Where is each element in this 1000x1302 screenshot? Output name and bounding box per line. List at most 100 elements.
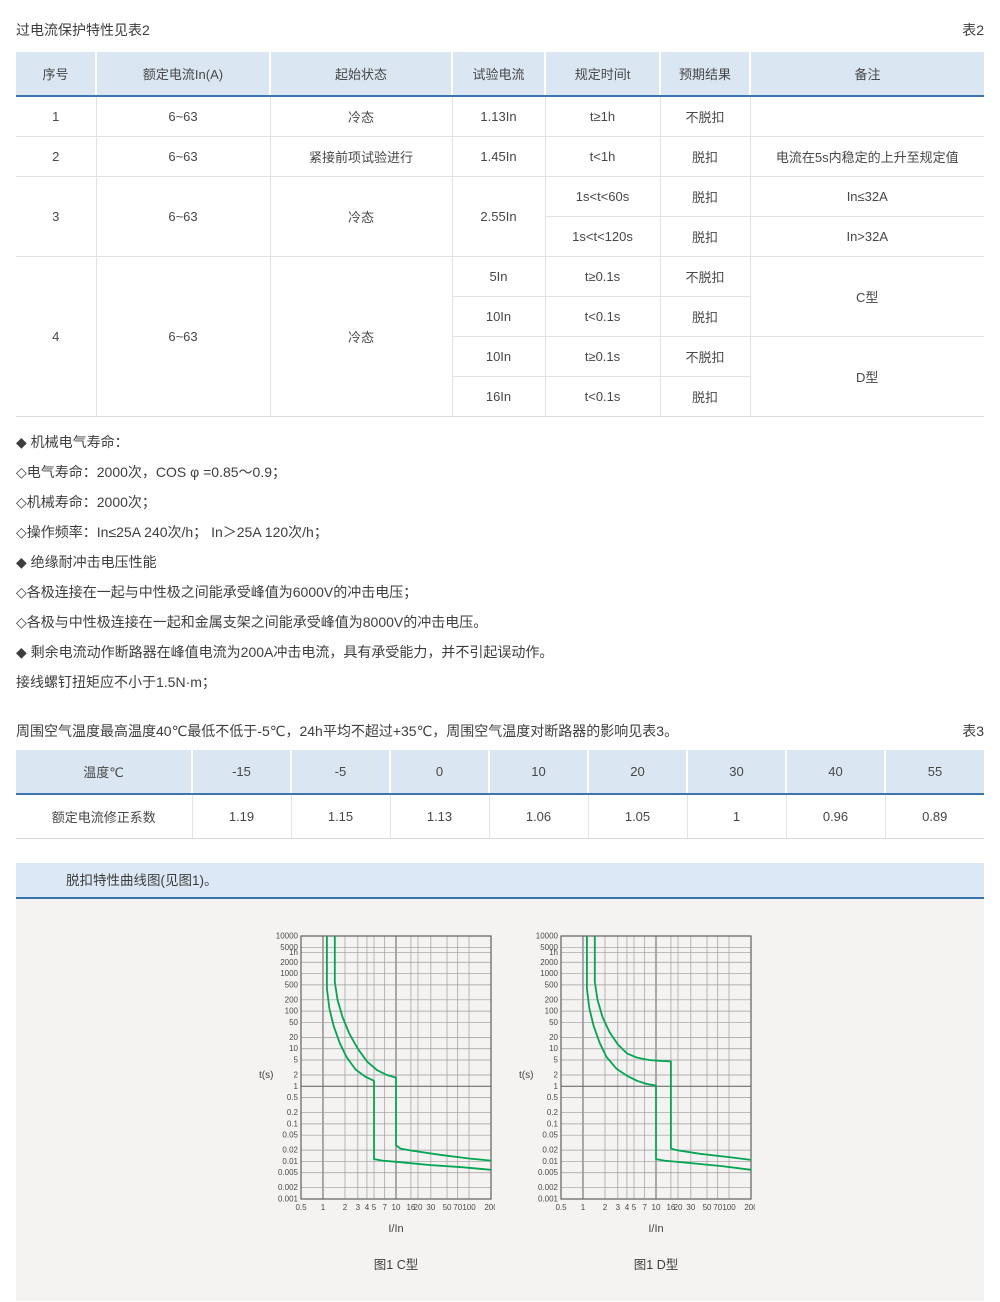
temp-header: 10 — [488, 750, 588, 795]
cell-time: t≥1h — [544, 95, 661, 137]
table3-tag: 表3 — [962, 723, 984, 739]
table-bottom-rule — [16, 416, 984, 417]
spec-line: ◇操作频率：In≤25A 240次/h； In＞25A 120次/h； — [16, 524, 328, 540]
y-tick-label: 0.05 — [542, 1131, 558, 1140]
temp-header: -15 — [191, 750, 291, 795]
column-header: 额定电流In(A) — [95, 52, 270, 97]
y-tick-label: 1000 — [540, 969, 558, 978]
temp-header: 55 — [884, 750, 984, 795]
cell-time: t<0.1s — [544, 295, 661, 337]
cell-current: 6~63 — [95, 255, 271, 417]
x-axis-label: I/In — [388, 1223, 403, 1235]
table-row: 10In t<0.1s 脱扣 — [16, 295, 984, 337]
cell-state: 紧接前项试验进行 — [269, 135, 453, 177]
y-tick-label: 10 — [289, 1044, 298, 1053]
y-tick-label: 2000 — [280, 958, 298, 967]
x-axis-label: I/In — [648, 1223, 663, 1235]
y-tick-label: 5 — [294, 1056, 299, 1065]
cell-current: 6~63 — [95, 175, 271, 257]
temp-header: -5 — [290, 750, 390, 795]
cell-result: 脱扣 — [659, 375, 751, 417]
cell-test: 2.55In — [451, 175, 546, 257]
x-tick-label: 30 — [686, 1203, 695, 1212]
table-row: 4 6~63 冷态 5In t≥0.1s 不脱扣 C型 — [15, 255, 985, 417]
x-tick-label: 200 — [744, 1203, 755, 1212]
x-tick-label: 50 — [703, 1203, 712, 1212]
cell-note-d-type: D型 — [749, 335, 985, 417]
table-header-row: 温度℃ -15 -5 0 10 20 30 40 55 — [15, 750, 984, 795]
charts-row: 0.51234571016203050701002001000050001h20… — [16, 899, 984, 1273]
coefficient-value: 1.15 — [290, 793, 391, 839]
section-title-row: 过电流保护特性见表2 表2 — [16, 0, 984, 40]
spec-line: ◇各极连接在一起与中性极之间能承受峰值为6000V的冲击电压； — [16, 584, 418, 600]
cell-test: 16In — [451, 375, 546, 417]
cell-no: 4 — [15, 255, 97, 417]
cell-test: 1.45In — [451, 135, 546, 177]
column-header: 预期结果 — [659, 52, 750, 97]
cell-note — [749, 95, 985, 137]
y-tick-label: 0.005 — [538, 1168, 559, 1177]
column-header: 备注 — [749, 52, 984, 97]
cell-time: t≥0.1s — [544, 335, 661, 377]
chart-caption-c: 图1 C型 — [373, 1258, 419, 1272]
spec-line: ◇机械寿命：2000次； — [16, 494, 156, 510]
x-tick-label: 50 — [443, 1203, 452, 1212]
x-tick-label: 1 — [581, 1203, 586, 1212]
trip-curve-upper-limit — [333, 936, 492, 1162]
cell-test: 10In — [451, 335, 546, 377]
table2-tag: 表2 — [962, 22, 984, 38]
chart-plot-c: 0.51234571016203050701002001000050001h20… — [245, 931, 498, 1244]
cell-no: 1 — [15, 95, 97, 137]
coefficient-value: 1 — [686, 793, 787, 839]
y-tick-label: 5 — [554, 1056, 559, 1065]
document-page: 过电流保护特性见表2 表2 序号 额定电流In(A) 起始状态 试验电流 规定时… — [15, 0, 985, 1301]
cell-current: 6~63 — [95, 95, 271, 137]
y-tick-label: 500 — [545, 980, 559, 989]
cell-note-c-type: C型 — [749, 255, 985, 337]
cell-state: 冷态 — [269, 255, 453, 417]
spec-line: 接线螺钉扭矩应不小于1.5N·m； — [16, 674, 216, 690]
cell-no: 3 — [15, 175, 97, 257]
table-row: 3 6~63 冷态 2.55In 1s<t<60s 脱扣 In≤32A — [15, 175, 985, 257]
y-tick-label: 100 — [285, 1007, 299, 1016]
cell-result: 脱扣 — [659, 215, 751, 257]
y-tick-label: 0.1 — [547, 1119, 559, 1128]
x-tick-label: 10 — [392, 1203, 401, 1212]
y-tick-label: 10 — [549, 1044, 558, 1053]
chart-caption-d: 图1 D型 — [633, 1258, 679, 1272]
y-tick-label: 0.002 — [278, 1183, 299, 1192]
cell-test: 5In — [451, 255, 546, 297]
y-tick-label: 1 — [554, 1082, 559, 1091]
table-row: 10In t≥0.1s 不脱扣 D型 — [16, 335, 985, 417]
overcurrent-protection-table: 序号 额定电流In(A) 起始状态 试验电流 规定时间t 预期结果 备注 1 6… — [15, 52, 985, 417]
column-header: 试验电流 — [451, 52, 545, 97]
table-row: 额定电流修正系数 1.19 1.15 1.13 1.06 1.05 1 0.96… — [15, 793, 985, 839]
x-tick-label: 4 — [365, 1203, 370, 1212]
cell-current: 6~63 — [95, 135, 271, 177]
plot-border — [300, 935, 492, 1200]
y-tick-label: 2000 — [540, 958, 558, 967]
y-tick-label: 0.01 — [542, 1157, 558, 1166]
temp-header: 30 — [686, 750, 786, 795]
temperature-correction-table: 温度℃ -15 -5 0 10 20 30 40 55 额定电流修正系数 1.1… — [15, 750, 985, 839]
cell-result: 脱扣 — [659, 295, 751, 337]
cell-result: 不脱扣 — [659, 95, 751, 137]
y-tick-label: 5000 — [280, 943, 298, 952]
x-tick-label: 100 — [462, 1203, 476, 1212]
cell-result: 脱扣 — [659, 175, 751, 217]
cell-result: 不脱扣 — [659, 255, 751, 297]
y-tick-label: 0.02 — [542, 1146, 558, 1155]
temp-header: 40 — [785, 750, 885, 795]
y-tick-label: 10000 — [276, 932, 299, 941]
x-tick-label: 5 — [372, 1203, 377, 1212]
panel-header: 脱扣特性曲线图(见图1)。 — [16, 863, 984, 899]
column-header: 起始状态 — [269, 52, 452, 97]
spec-line: ◇各极与中性极连接在一起和金属支架之间能承受峰值为8000V的冲击电压。 — [16, 614, 488, 630]
y-tick-label: 10000 — [536, 932, 559, 941]
chart-plot-d: 0.51234571016203050701002001000050001h20… — [505, 931, 758, 1244]
coefficient-value: 0.96 — [785, 793, 886, 839]
y-tick-label: 1000 — [280, 969, 298, 978]
cell-note: In>32A — [749, 215, 985, 257]
trip-curve-chart-c: 0.51234571016203050701002001000050001h20… — [245, 931, 498, 1273]
coefficient-value: 0.89 — [884, 793, 985, 839]
